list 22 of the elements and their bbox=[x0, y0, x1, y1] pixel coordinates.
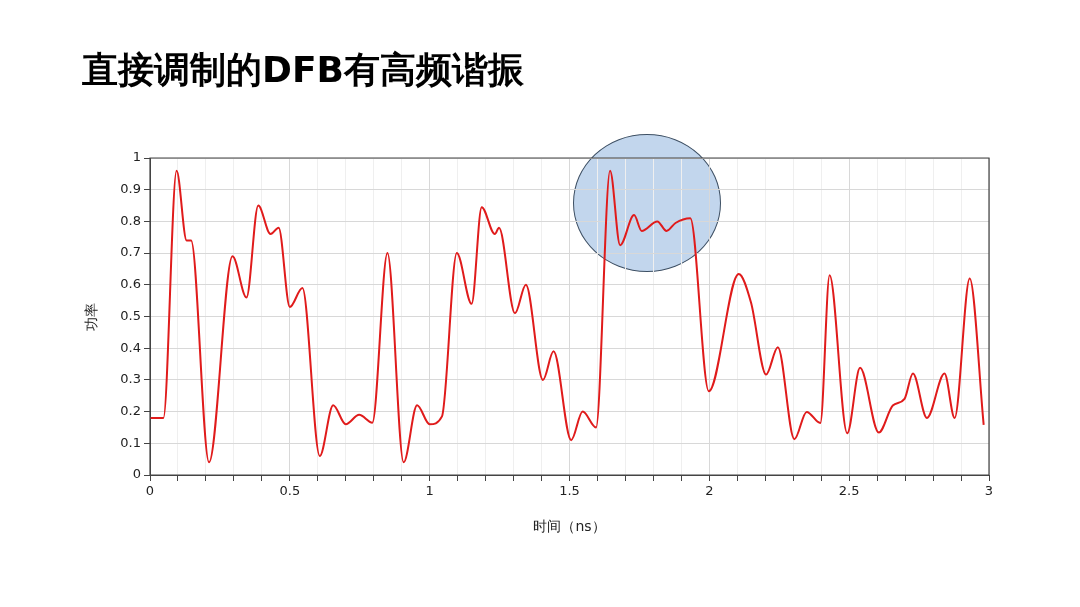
x-tick-label: 1 bbox=[425, 483, 434, 499]
line-series bbox=[150, 169, 985, 464]
x-tick-label: 0.5 bbox=[279, 483, 301, 499]
y-axis-title: 功率 bbox=[83, 302, 100, 331]
y-tick-label: 0.4 bbox=[120, 339, 141, 355]
chart-title: 直接调制的DFB有高频谐振 bbox=[82, 48, 524, 92]
x-axis-title: 时间（ns） bbox=[533, 518, 606, 535]
y-tick-label: 0.5 bbox=[120, 307, 141, 323]
y-tick-label: 0.7 bbox=[120, 244, 141, 260]
y-tick-label: 0.1 bbox=[120, 434, 141, 450]
y-tick-label: 0.6 bbox=[120, 276, 141, 292]
x-tick-label: 2 bbox=[705, 483, 714, 499]
y-tick-label: 0 bbox=[132, 466, 141, 482]
x-tick-label: 1.5 bbox=[559, 483, 580, 499]
x-tick-label: 3 bbox=[984, 483, 994, 499]
y-tick-label: 0.9 bbox=[120, 181, 141, 197]
y-tick-label: 0.3 bbox=[120, 371, 141, 387]
y-tick-label: 0.2 bbox=[120, 402, 141, 418]
x-tick-label: 0 bbox=[145, 483, 155, 499]
x-tick-label: 2.5 bbox=[838, 483, 860, 499]
y-tick-label: 0.8 bbox=[120, 212, 141, 228]
y-tick-label: 1 bbox=[132, 149, 141, 165]
